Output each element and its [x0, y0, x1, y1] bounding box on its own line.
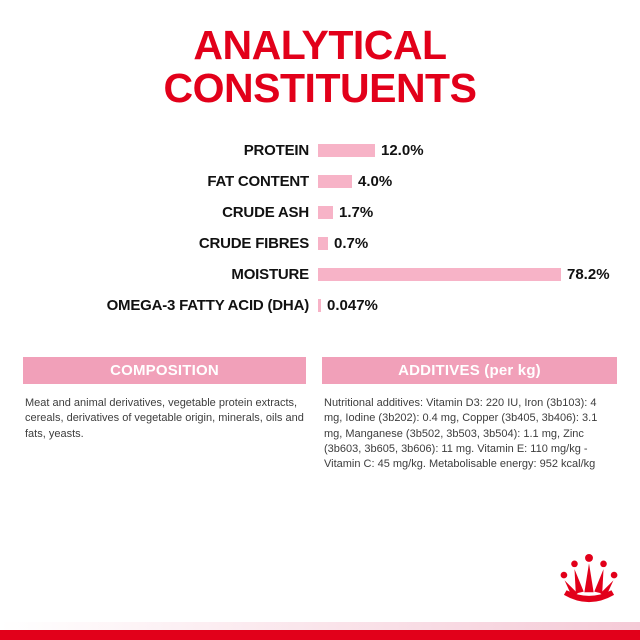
- chart-row: PROTEIN 12.0%: [0, 135, 640, 166]
- composition-section: COMPOSITION Meat and animal derivatives,…: [23, 357, 306, 472]
- chart-row: FAT CONTENT 4.0%: [0, 166, 640, 197]
- chart-bar-value: 0.7%: [334, 235, 369, 253]
- page-title-line1: ANALYTICAL: [193, 22, 447, 68]
- chart-row: CRUDE ASH 1.7%: [0, 197, 640, 228]
- chart-row-label: FAT CONTENT: [207, 173, 309, 191]
- composition-body: Meat and animal derivatives, vegetable p…: [25, 397, 304, 440]
- chart-bar: [318, 237, 328, 251]
- chart-bar: [318, 175, 352, 189]
- chart-bar: [318, 268, 561, 282]
- chart-bar: [318, 206, 333, 220]
- chart-row-label: MOISTURE: [231, 266, 309, 284]
- chart-bar-value: 12.0%: [381, 142, 424, 160]
- chart-bar-area: 4.0%: [318, 173, 392, 190]
- additives-header: ADDITIVES (per kg): [322, 357, 617, 385]
- chart-bar: [318, 299, 321, 313]
- chart-row-label: CRUDE FIBRES: [198, 235, 309, 253]
- chart-row: MOISTURE 78.2%: [0, 259, 640, 290]
- bottom-light-strip: [0, 622, 640, 630]
- chart-bar-area: 78.2%: [318, 266, 610, 283]
- chart-bar-value: 4.0%: [358, 173, 393, 191]
- chart-bar-value: 78.2%: [567, 266, 610, 284]
- bottom-red-strip: [0, 630, 640, 640]
- chart-bar-value: 1.7%: [339, 204, 374, 222]
- chart-row-label: OMEGA-3 FATTY ACID (DHA): [106, 297, 310, 315]
- additives-section: ADDITIVES (per kg) Nutritional additives…: [322, 357, 617, 472]
- chart-bar-area: 0.7%: [318, 235, 368, 252]
- composition-header: COMPOSITION: [23, 357, 306, 385]
- analytical-chart: PROTEIN 12.0% FAT CONTENT 4.0% CRUDE ASH 1.7%…: [0, 135, 640, 321]
- chart-bar-area: 1.7%: [318, 204, 373, 221]
- chart-row-label: CRUDE ASH: [222, 204, 309, 222]
- chart-bar-area: 0.047%: [318, 297, 378, 314]
- crown-logo: [556, 550, 622, 616]
- chart-bar-area: 12.0%: [318, 142, 424, 159]
- info-sections: COMPOSITION Meat and animal derivatives,…: [0, 357, 640, 472]
- chart-row-label: PROTEIN: [243, 142, 309, 160]
- additives-body: Nutritional additives: Vitamin D3: 220 I…: [324, 397, 598, 470]
- chart-bar: [318, 144, 375, 158]
- page-title: ANALYTICAL CONSTITUENTS: [0, 24, 640, 109]
- chart-bar-value: 0.047%: [327, 297, 378, 315]
- page-title-line2: CONSTITUENTS: [163, 64, 477, 111]
- chart-row: OMEGA-3 FATTY ACID (DHA) 0.047%: [0, 290, 640, 321]
- chart-row: CRUDE FIBRES 0.7%: [0, 228, 640, 259]
